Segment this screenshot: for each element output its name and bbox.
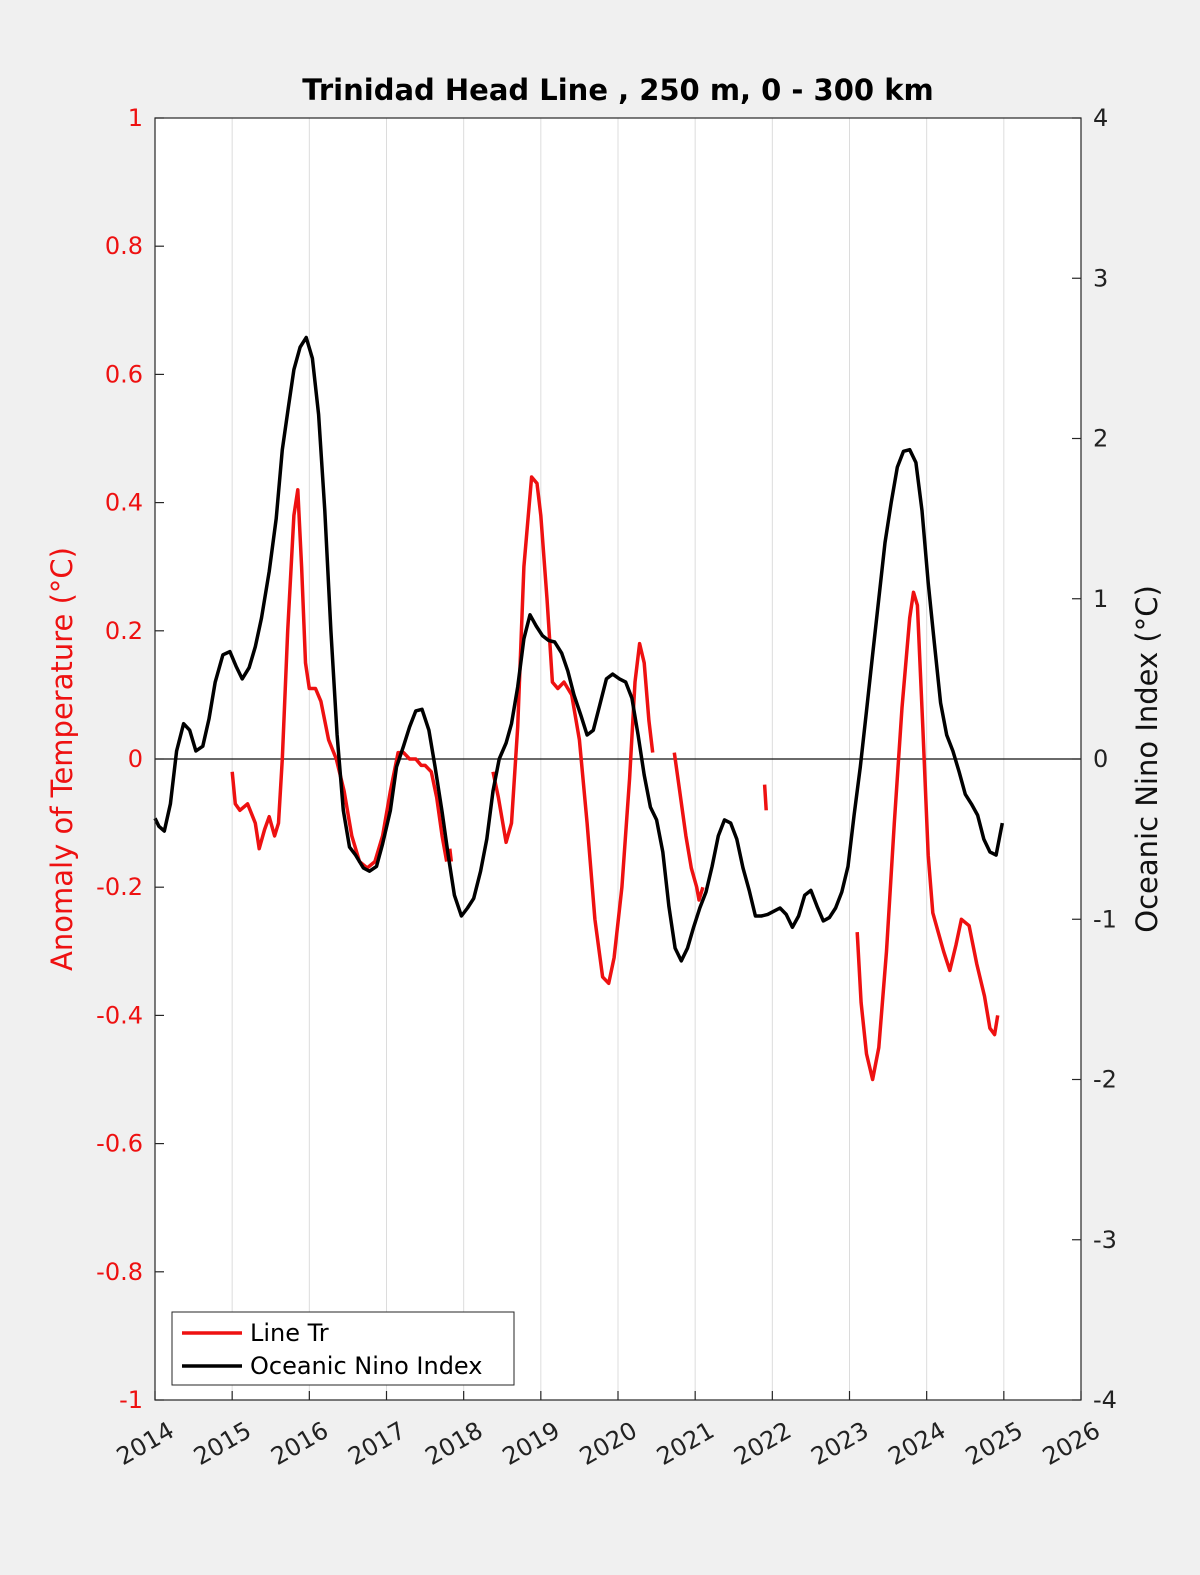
series-line-tr-segment-4 — [672, 752, 705, 902]
y-left-tick-label: 1 — [128, 104, 143, 132]
y-left-tick-label: -1 — [119, 1386, 143, 1414]
y-left-tick-label: 0.8 — [105, 232, 143, 260]
y-left-tick-label: 0.6 — [105, 360, 143, 388]
chart-title: Trinidad Head Line , 250 m, 0 - 300 km — [302, 73, 933, 107]
y-right-tick-label: -3 — [1093, 1226, 1117, 1254]
y-left-tick-label: 0.2 — [105, 617, 143, 645]
series-layer — [153, 335, 1005, 1082]
y-right-tick-label: 0 — [1093, 745, 1108, 773]
y-axis-left-label: Anomaly of Temperature (°C) — [45, 547, 79, 971]
y-left-tick-label: -0.6 — [96, 1130, 143, 1158]
legend-label-oni: Oceanic Nino Index — [250, 1352, 482, 1380]
series-oceanic-nino-index-segment-1 — [153, 335, 1005, 963]
legend-box — [171, 1311, 515, 1386]
y-left-tick-label: -0.8 — [96, 1258, 143, 1286]
series-line-tr-segment-2 — [448, 848, 454, 862]
y-right-tick-label: 4 — [1093, 104, 1108, 132]
y-right-tick-label: 1 — [1093, 585, 1108, 613]
y-right-tick-label: -1 — [1093, 905, 1117, 933]
series-line-tr-segment-5 — [762, 784, 768, 811]
y-left-tick-label: -0.2 — [96, 873, 143, 901]
y-left-tick-label: 0 — [128, 745, 143, 773]
y-axis-right-label: Oceanic Nino Index (°C) — [1130, 585, 1164, 933]
y-right-tick-label: 3 — [1093, 264, 1108, 292]
series-line-tr-segment-1 — [230, 488, 449, 870]
series-line-tr-segment-6 — [855, 590, 1000, 1082]
y-left-tick-label: -0.4 — [96, 1001, 143, 1029]
legend: Line Tr Oceanic Nino Index — [171, 1311, 515, 1386]
y-right-tick-label: -4 — [1093, 1386, 1117, 1414]
legend-label-line-tr: Line Tr — [250, 1319, 329, 1347]
y-right-tick-label: 2 — [1093, 425, 1108, 453]
y-right-tick-label: -2 — [1093, 1066, 1117, 1094]
y-left-tick-label: 0.4 — [105, 489, 143, 517]
